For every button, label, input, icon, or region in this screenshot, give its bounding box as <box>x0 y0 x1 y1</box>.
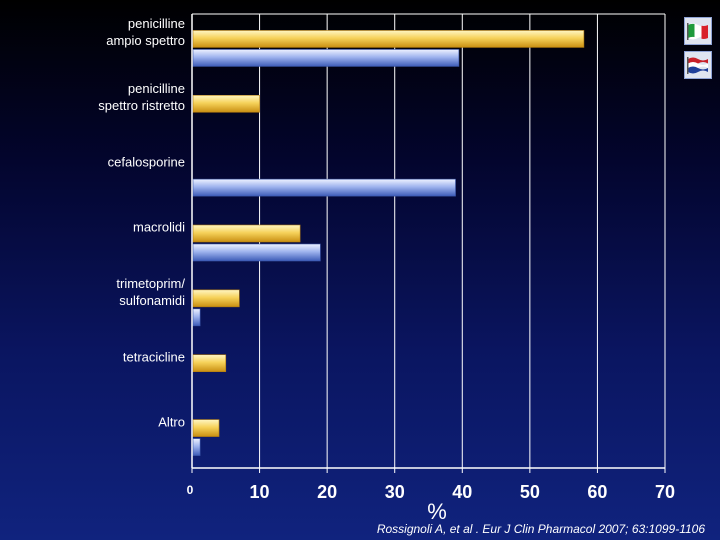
legend-item-italy <box>684 17 712 45</box>
x-tick-label: 30 <box>384 482 405 502</box>
bar-netherlands <box>192 243 321 262</box>
bar-italy <box>192 419 220 437</box>
bar-italy <box>192 289 240 308</box>
bar-italy <box>192 224 301 243</box>
x-axis-label: % <box>427 499 447 524</box>
x-tick-label: 20 <box>317 482 338 502</box>
x-tick-label: 50 <box>519 482 540 502</box>
bar-netherlands <box>192 49 460 67</box>
axes <box>191 14 666 473</box>
x-tick-label: 40 <box>452 482 473 502</box>
x-tick-label: 10 <box>249 482 270 502</box>
netherlands-flag-icon <box>687 57 708 74</box>
bar-italy <box>192 354 227 373</box>
bar-italy <box>192 30 585 48</box>
x-tick-label: 0 <box>186 483 194 497</box>
grid-lines <box>192 13 666 468</box>
category-label: trimetoprim/ sulfonamidi <box>116 275 185 308</box>
category-label: penicilline spettro ristretto <box>98 81 185 114</box>
category-label: Altro <box>158 414 185 430</box>
bar-italy <box>192 94 260 113</box>
x-tick-label: 70 <box>654 482 676 502</box>
x-tick-label: 60 <box>587 482 608 502</box>
citation: Rossignoli A, et al . Eur J Clin Pharmac… <box>376 522 705 536</box>
bars <box>192 30 585 456</box>
italy-flag-icon <box>687 23 708 40</box>
category-label: penicilline ampio spettro <box>106 16 185 49</box>
legend-item-netherlands <box>684 51 712 79</box>
category-label: cefalosporine <box>107 154 185 170</box>
category-label: macrolidi <box>132 219 185 235</box>
bar-netherlands <box>192 178 456 197</box>
bar-netherlands <box>192 438 201 456</box>
bar-netherlands <box>192 308 201 327</box>
category-label: tetracicline <box>122 349 185 365</box>
